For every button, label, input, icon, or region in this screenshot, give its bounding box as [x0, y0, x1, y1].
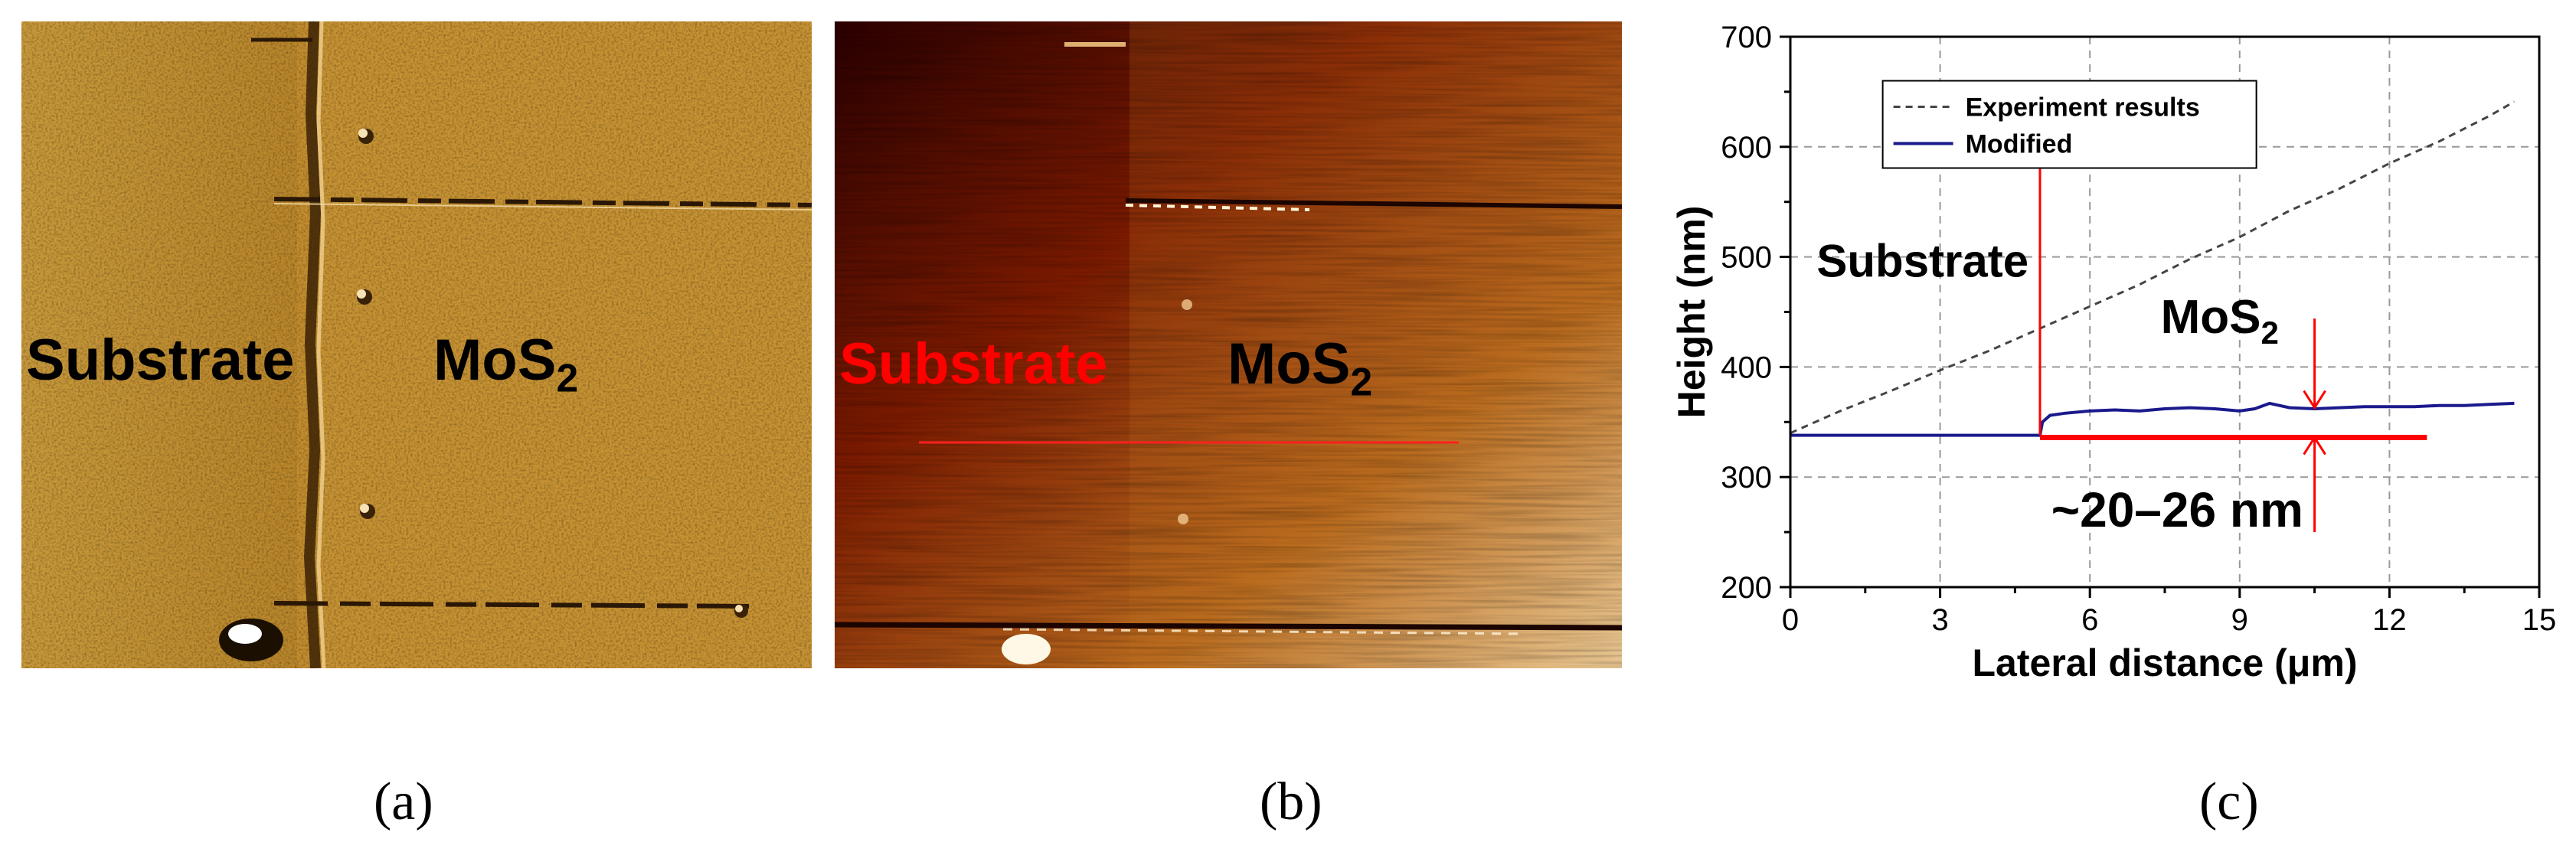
y-tick-label: 600: [1721, 131, 1772, 165]
thickness-label: ~20–26 nm: [2051, 482, 2303, 537]
afm-height-image: Substrate MoS2: [835, 21, 1622, 668]
y-tick-label: 300: [1721, 461, 1772, 495]
y-axis-label: Height (nm): [1670, 206, 1713, 419]
caption-c: (c): [2199, 772, 2259, 831]
thickness-arrow-upper-head: [2303, 390, 2326, 410]
series-line-2: [1790, 401, 2515, 437]
caption-b: (b): [1260, 772, 1322, 831]
y-tick-label: 200: [1721, 571, 1772, 605]
series-line-1: [1790, 100, 2516, 435]
y-tick-label: 400: [1721, 351, 1772, 384]
x-tick-label: 6: [2081, 603, 2098, 637]
x-tick-label: 3: [1931, 603, 1948, 637]
chart-substrate-label: Substrate: [1816, 235, 2028, 286]
legend-box: [1881, 80, 2257, 169]
substrate-label: Substrate: [26, 328, 295, 393]
y-tick-label: 700: [1721, 21, 1772, 54]
substrate-label: Substrate: [839, 331, 1108, 397]
x-tick-label: 0: [1782, 603, 1799, 637]
afm-amplitude-image: Substrate MoS2: [21, 21, 812, 668]
x-tick-label: 12: [2372, 603, 2407, 637]
afm-amplitude-texture: [21, 21, 812, 668]
chart-mos2-label: MoS2: [2161, 291, 2279, 351]
afm-height-texture: [835, 21, 1622, 668]
legend-entry-2: Modified: [1966, 130, 2073, 159]
caption-a: (a): [374, 772, 433, 831]
plot-frame: [1789, 35, 2541, 589]
mos2-label: MoS2: [1228, 331, 1373, 404]
mos2-label: MoS2: [433, 328, 579, 400]
thickness-arrow-lower-head: [2303, 435, 2326, 455]
legend-entry-1: Experiment results: [1966, 93, 2200, 122]
y-tick-label: 500: [1721, 241, 1772, 275]
x-tick-label: 15: [2522, 603, 2557, 637]
x-tick-label: 9: [2231, 603, 2248, 637]
x-axis-label: Lateral distance (μm): [1973, 641, 2358, 684]
